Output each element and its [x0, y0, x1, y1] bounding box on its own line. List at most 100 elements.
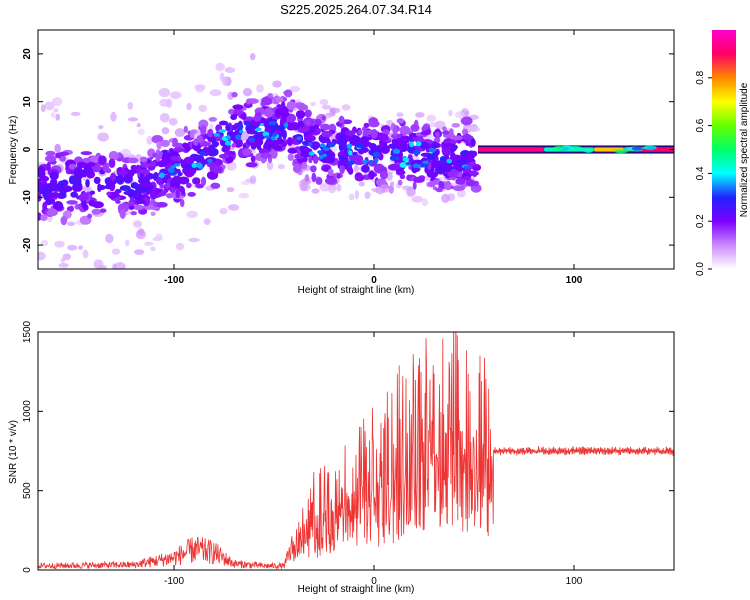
heat-haze: [354, 190, 360, 200]
heat-haze: [127, 102, 134, 110]
heat-blob: [123, 190, 135, 196]
heat-haze: [448, 109, 453, 117]
heat-blob: [348, 135, 360, 145]
heat-blob: [303, 134, 316, 142]
heat-hotspot: [319, 155, 324, 160]
x-tick-label: -100: [164, 275, 184, 286]
heat-hotspot: [374, 157, 379, 163]
heat-blob: [274, 96, 284, 103]
heat-blob: [312, 142, 319, 151]
heat-blob: [85, 179, 90, 188]
heat-hotspot: [296, 136, 302, 141]
heat-blob: [149, 189, 158, 200]
spectrogram-x-ticks: -100 0 100: [164, 30, 583, 286]
heat-blob: [460, 116, 473, 126]
heat-haze: [371, 187, 381, 192]
heat-blob: [229, 133, 237, 141]
heat-blob: [320, 123, 331, 131]
heat-haze: [428, 121, 437, 128]
heat-blob: [433, 137, 441, 143]
heat-hotspot: [409, 141, 414, 148]
heat-blob: [86, 162, 96, 167]
heat-blob: [465, 179, 476, 187]
heat-haze: [114, 262, 126, 269]
heat-blob: [88, 167, 93, 175]
heat-blob: [353, 160, 366, 166]
heat-haze: [195, 87, 204, 93]
heat-blob: [426, 128, 431, 135]
heat-haze: [203, 218, 211, 226]
heat-blob: [321, 115, 326, 121]
heat-blob: [451, 154, 462, 161]
heat-blob: [442, 130, 450, 135]
heat-blob: [315, 176, 323, 185]
heat-hotspot: [422, 160, 429, 164]
heat-blob: [392, 125, 398, 136]
heat-blob: [172, 175, 182, 184]
colorbar-ticks: 0.0 0.2 0.4 0.6 0.8: [695, 70, 712, 276]
heat-hotspot: [207, 158, 213, 163]
heat-blob: [240, 112, 247, 120]
heat-blob: [267, 93, 273, 98]
heat-blob: [140, 162, 151, 168]
heat-blob: [296, 149, 302, 155]
heat-blob: [413, 176, 425, 183]
heat-blob: [91, 164, 102, 173]
heat-blob: [361, 126, 367, 132]
heat-haze: [133, 249, 145, 255]
heat-blob: [200, 125, 207, 136]
heat-haze: [242, 88, 253, 97]
heat-hotspot: [412, 149, 421, 155]
heat-blob: [108, 158, 116, 169]
x-tick-label: 100: [566, 275, 583, 286]
heat-hotspot: [249, 137, 256, 143]
heat-blob: [151, 135, 164, 144]
heat-blob: [327, 168, 334, 177]
heat-blob: [323, 167, 330, 172]
heat-blob: [106, 191, 113, 197]
heat-blob: [218, 120, 229, 126]
heat-haze: [353, 164, 359, 173]
heat-blob: [278, 111, 290, 117]
heat-blob: [49, 178, 58, 186]
heat-blob: [337, 134, 346, 144]
heat-blob: [210, 182, 221, 189]
heat-blob: [68, 175, 77, 185]
heat-blob: [70, 191, 79, 198]
heat-haze: [144, 241, 154, 246]
heat-blob: [292, 163, 302, 174]
heat-blob: [127, 157, 139, 164]
heat-hotspot: [395, 156, 400, 160]
snr-y-label: SNR (10 * v/v): [8, 420, 19, 484]
heat-haze: [120, 148, 131, 157]
band-spot: [614, 149, 628, 154]
heat-haze: [82, 249, 89, 259]
heat-haze: [188, 237, 200, 243]
heat-haze: [175, 242, 185, 251]
heat-blob: [197, 135, 204, 144]
heat-blob: [138, 185, 150, 193]
heat-blob: [43, 189, 49, 198]
heat-haze: [111, 248, 121, 255]
heat-blob: [68, 163, 77, 170]
heat-blob: [470, 183, 482, 193]
heat-blob: [336, 173, 341, 179]
heat-blob: [183, 125, 188, 133]
heat-haze: [186, 210, 198, 219]
heat-blob: [231, 91, 238, 98]
heat-blob: [304, 109, 312, 118]
heat-haze: [456, 189, 466, 198]
heat-blob: [435, 187, 444, 193]
heat-haze: [62, 253, 72, 261]
snr-panel: -100 0 100 0 500 1000 1500 Height of straight…: [8, 320, 675, 595]
x-tick-label: 0: [371, 275, 377, 286]
x-tick-label: 0: [371, 576, 377, 587]
heat-blob: [308, 155, 313, 164]
heat-blob: [73, 166, 84, 177]
heat-blob: [321, 130, 333, 138]
heat-blob: [412, 181, 417, 190]
heat-blob: [49, 171, 59, 180]
heat-blob: [405, 135, 410, 144]
heat-blob: [379, 170, 389, 180]
colorbar-tick-label: 0.0: [695, 262, 706, 276]
